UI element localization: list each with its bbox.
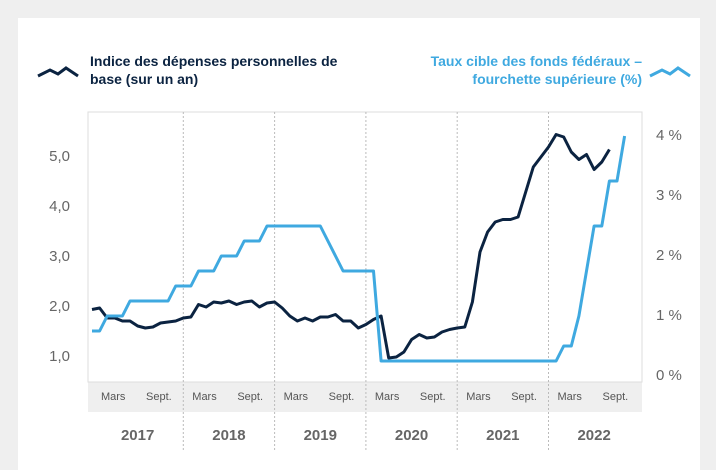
- x-tick-label: Mars: [466, 391, 491, 403]
- legend-entry: Taux cible des fonds fédéraux – fourchet…: [430, 53, 642, 87]
- x-tick-label: Mars: [192, 391, 217, 403]
- y2-tick-label: 2 %: [656, 247, 682, 264]
- x-tick-label: Mars: [375, 391, 400, 403]
- x-tick-label: Sept.: [146, 391, 172, 403]
- plot-frame: [87, 111, 643, 383]
- year-label: 2018: [212, 427, 245, 444]
- line: [91, 133, 611, 360]
- x-tick-label: Sept.: [603, 391, 629, 403]
- year-label: 2019: [304, 427, 337, 444]
- y2-tick-label: 0 %: [656, 367, 682, 384]
- y-tick-label: 3,0: [49, 248, 70, 265]
- legend-icon: [37, 66, 79, 78]
- y2-tick-label: 4 %: [656, 127, 682, 144]
- y-tick-label: 4,0: [49, 198, 70, 215]
- x-tick-label: Mars: [284, 391, 309, 403]
- line: [92, 135, 627, 363]
- year-label: 2020: [395, 427, 428, 444]
- y-tick-label: 2,0: [49, 298, 70, 315]
- y-tick-label: 5,0: [49, 148, 70, 165]
- month-band: [88, 382, 642, 412]
- legend-icon: [649, 66, 691, 78]
- year-label: 2022: [577, 427, 610, 444]
- x-tick-label: Sept.: [237, 391, 263, 403]
- y2-tick-label: 1 %: [656, 307, 682, 324]
- year-label: 2021: [486, 427, 519, 444]
- x-tick-label: Sept.: [329, 391, 355, 403]
- x-tick-label: Mars: [101, 391, 126, 403]
- x-tick-label: Mars: [557, 391, 582, 403]
- y2-tick-label: 3 %: [656, 187, 682, 204]
- legend-entry: Indice des dépenses personnelles de base…: [90, 53, 338, 87]
- year-label: 2017: [121, 427, 154, 444]
- y-tick-label: 1,0: [49, 348, 70, 365]
- x-tick-label: Sept.: [511, 391, 537, 403]
- x-tick-label: Sept.: [420, 391, 446, 403]
